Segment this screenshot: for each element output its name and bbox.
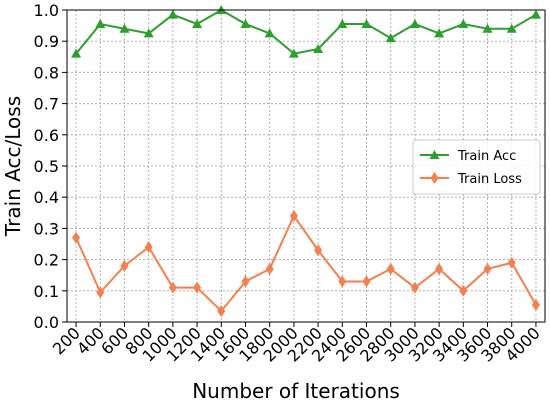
data-point [193, 281, 202, 294]
data-point [507, 256, 516, 269]
data-point [458, 19, 469, 29]
data-point [265, 262, 274, 275]
y-tick-label: 0.6 [34, 126, 59, 145]
series-line [75, 8, 537, 55]
data-point [217, 305, 226, 318]
y-axis-label: Train Acc/Loss [1, 96, 25, 237]
data-point [435, 262, 444, 275]
series-line [75, 213, 537, 313]
data-point [506, 23, 517, 33]
data-point [120, 259, 129, 272]
y-tick-label: 0.8 [34, 63, 59, 82]
data-point [385, 33, 396, 43]
y-tick-label: 0.0 [34, 313, 59, 332]
y-tick-label: 0.5 [34, 157, 59, 176]
data-point [96, 286, 105, 299]
data-point [264, 28, 275, 38]
data-point [338, 275, 347, 288]
x-axis-label: Number of Iterations [192, 379, 400, 403]
y-tick-label: 0.3 [34, 219, 59, 238]
data-point [410, 281, 419, 294]
y-tick-label: 0.7 [34, 95, 59, 114]
data-point [482, 23, 493, 33]
data-point [71, 48, 82, 58]
y-tick-label: 0.1 [34, 282, 59, 301]
y-tick-label: 0.4 [34, 188, 59, 207]
data-point [313, 44, 324, 53]
data-point [72, 231, 81, 244]
series-train-acc [71, 5, 541, 58]
data-point [144, 241, 153, 254]
data-point [459, 284, 468, 297]
data-point [289, 209, 298, 222]
data-point [386, 262, 395, 275]
series-train-loss [72, 209, 540, 318]
legend-box [412, 139, 541, 195]
y-tick-label: 0.2 [34, 251, 59, 270]
legend: Train Acc Train Loss [412, 139, 541, 195]
data-point [531, 298, 540, 311]
data-point [409, 19, 420, 29]
data-point [143, 28, 154, 38]
data-point [95, 19, 106, 29]
data-point [192, 19, 203, 29]
x-axis-ticks: 2004006008001000120014001600180020002200… [49, 322, 544, 366]
series-layer [71, 5, 541, 318]
legend-marker [429, 150, 440, 159]
data-point [362, 275, 371, 288]
data-point [337, 19, 348, 29]
data-point [288, 48, 299, 58]
data-point [361, 19, 372, 29]
data-point [119, 23, 130, 33]
legend-marker [430, 172, 439, 184]
data-point [483, 262, 492, 275]
y-axis-ticks: 0.0 0.1 0.2 0.3 0.4 0.5 0.6 0.7 0.8 0.9 1.0 [34, 1, 67, 332]
data-point [240, 19, 251, 29]
data-point [241, 275, 250, 288]
y-tick-label: 0.9 [34, 32, 59, 51]
data-point [168, 281, 177, 294]
data-point [530, 9, 541, 19]
data-point [434, 28, 445, 38]
data-point [314, 244, 323, 257]
legend-label: Train Acc [457, 149, 516, 164]
legend-label: Train Loss [457, 172, 522, 187]
y-tick-label: 1.0 [34, 1, 59, 20]
data-point [167, 9, 178, 19]
